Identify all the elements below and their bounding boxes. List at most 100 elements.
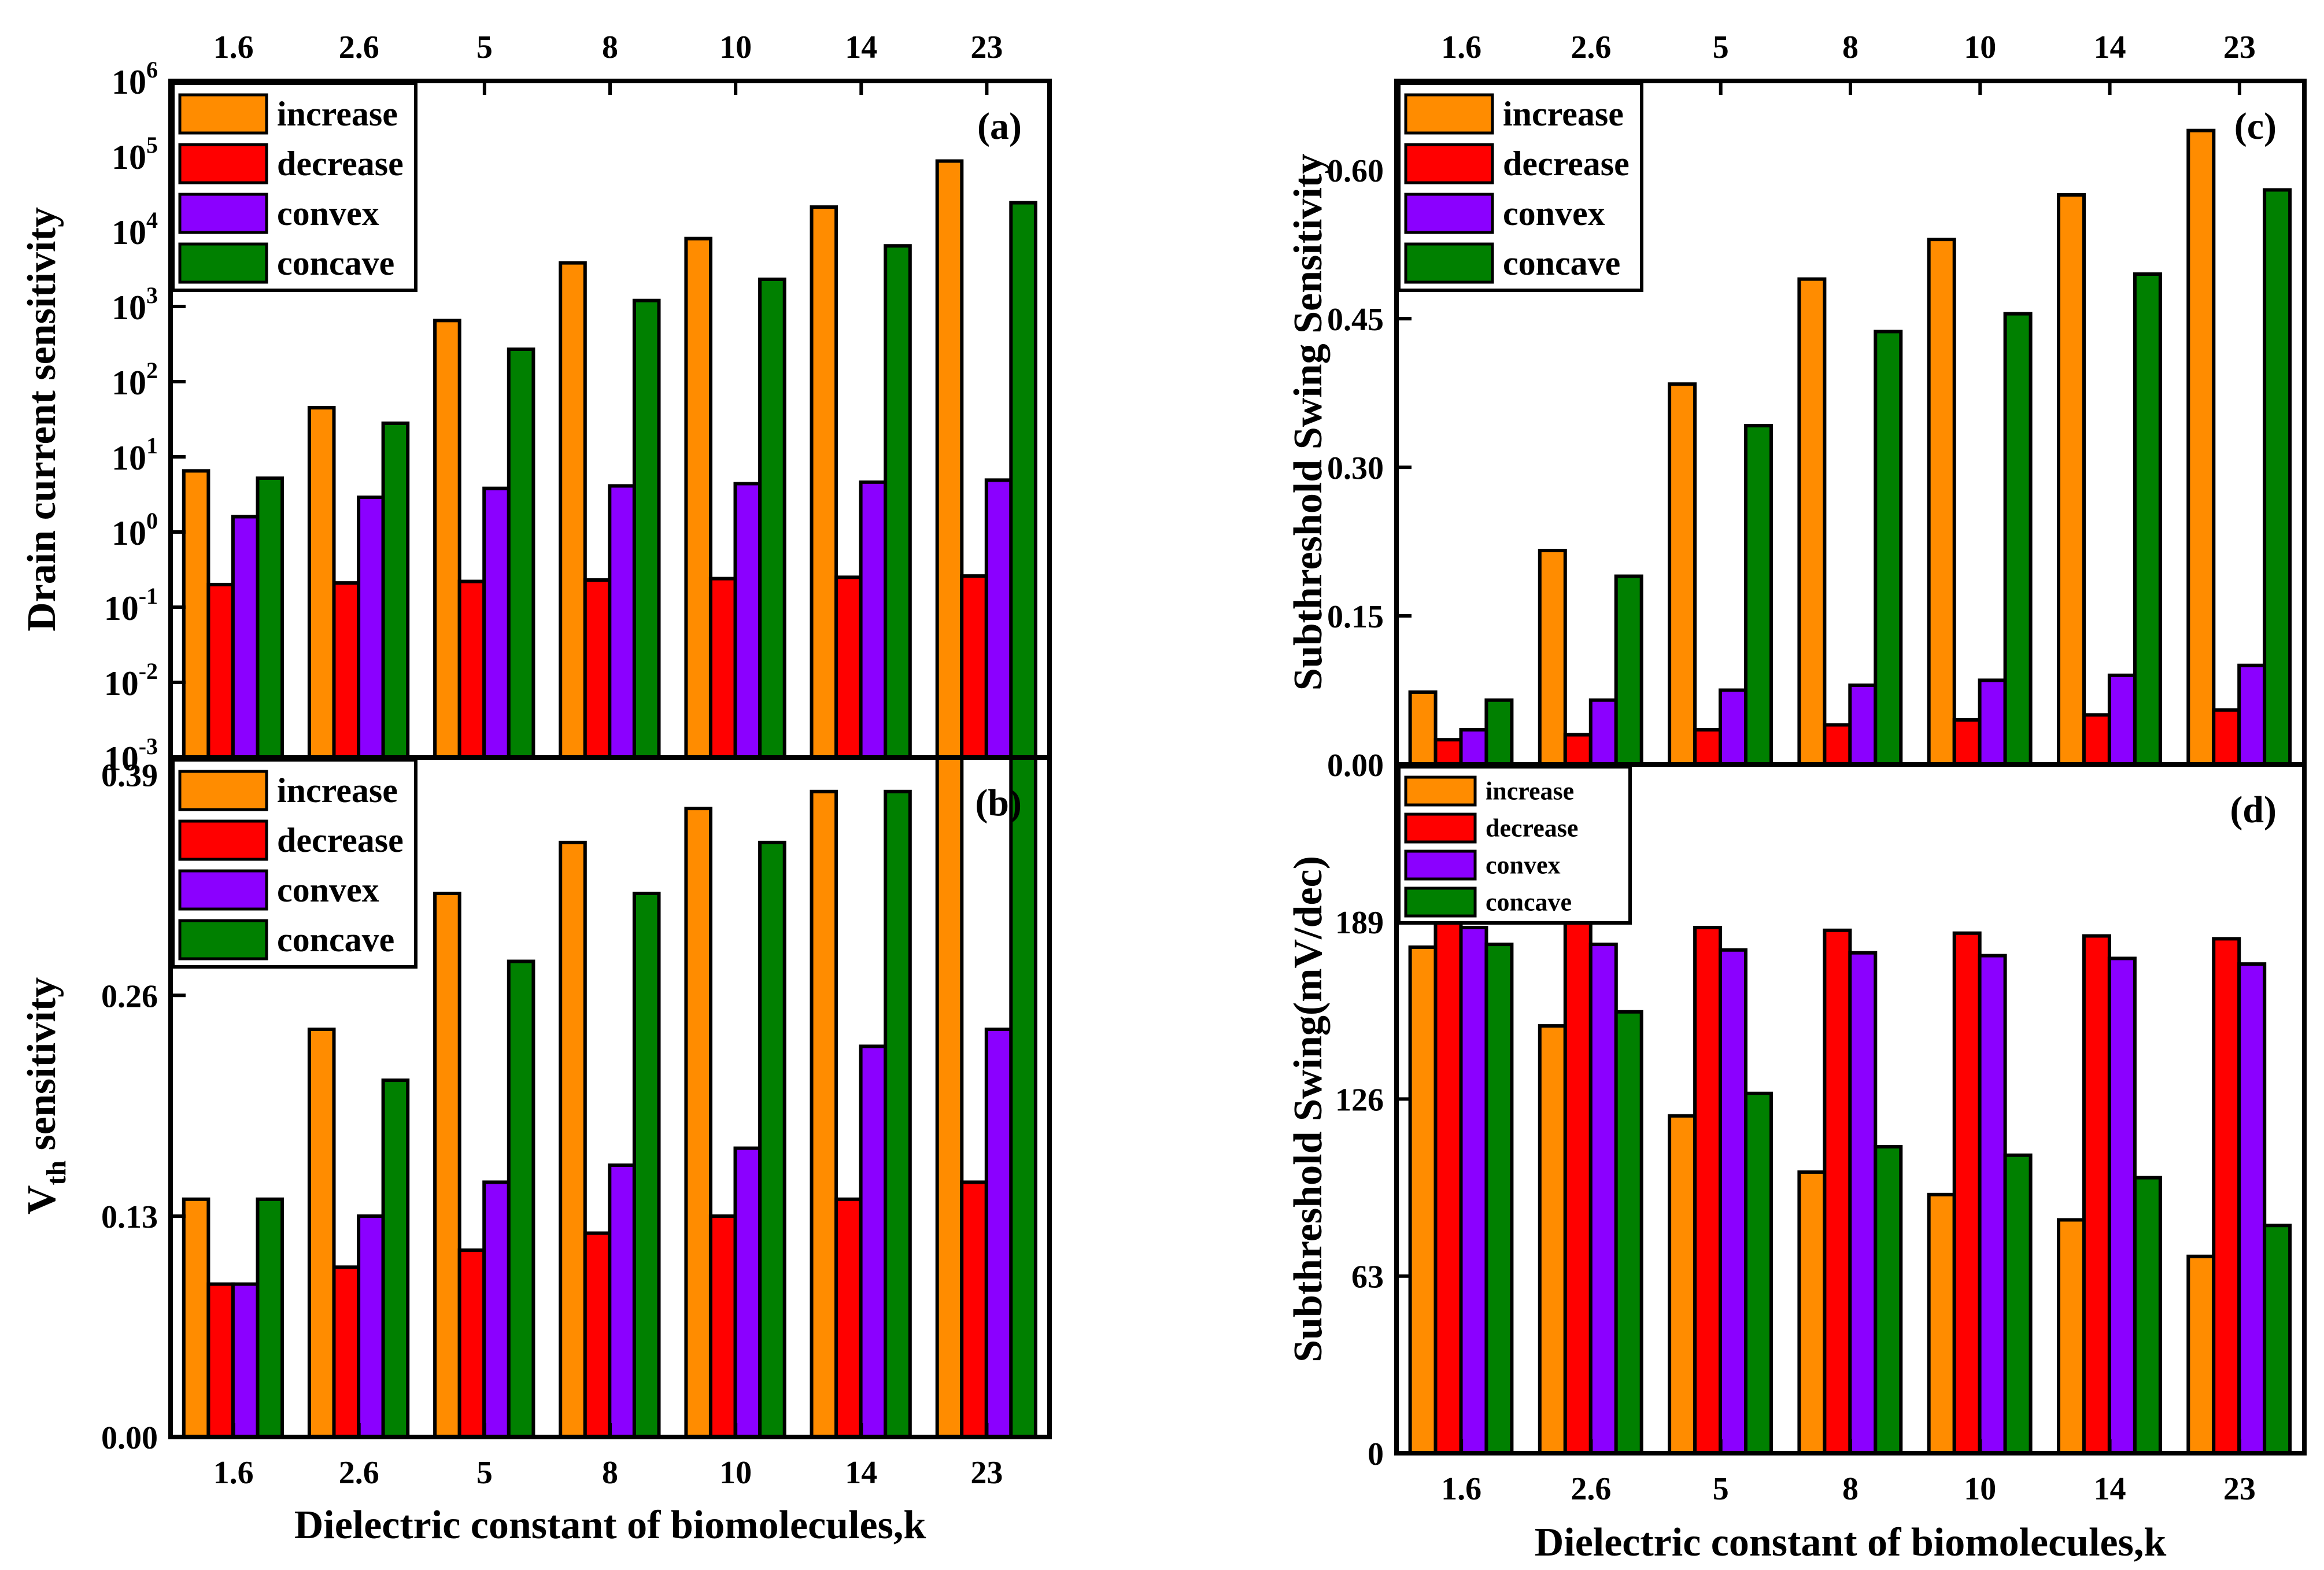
bar-convex [733, 482, 762, 760]
legend-label-concave: concave [1503, 244, 1620, 282]
y-tick-base: 10 [104, 589, 139, 627]
chart-panel-d: 0 63 126 189 1.6 2.6 5 8 10 14 23 Dielectric consta… [1286, 762, 2307, 1565]
y-tick-exponent: 5 [146, 132, 158, 158]
panel-label: (d) [2230, 789, 2277, 831]
legend-label-convex: convex [277, 871, 379, 909]
legend-label-decrease: decrease [1486, 814, 1578, 843]
bar-increase [1668, 1114, 1697, 1455]
x-tick-label: 10 [719, 29, 752, 65]
bar-concave [632, 892, 661, 1439]
bar-concave [2263, 1224, 2292, 1455]
bar-convex [984, 478, 1013, 759]
legend-swatch-decrease [1404, 812, 1477, 844]
y-tick-base: 10 [112, 63, 146, 101]
bar-decrease [708, 1214, 737, 1439]
y-tick-label: 103 [112, 282, 158, 327]
x-tick-label: 1.6 [1441, 29, 1481, 65]
legend-label-increase: increase [1486, 777, 1574, 806]
bar-convex [608, 484, 636, 759]
bar-increase [935, 756, 964, 1439]
bar-increase [2057, 1218, 2086, 1455]
y-tick-base: 10 [112, 364, 146, 402]
legend-label-concave: concave [277, 244, 394, 282]
legend-label-increase: increase [277, 771, 398, 810]
panel-label: (c) [2234, 105, 2277, 147]
bar-concave [758, 840, 786, 1439]
bar-increase [433, 319, 461, 759]
bar-convex [1459, 728, 1488, 766]
bar-concave [381, 421, 410, 759]
bar-convex [482, 1180, 511, 1439]
bar-convex [1978, 678, 2007, 767]
bar-decrease [1952, 931, 1982, 1455]
legend-swatch-concave [1404, 242, 1494, 284]
y-tick-label: 189 [1335, 905, 1384, 941]
legend-label-convex: convex [1503, 194, 1605, 232]
x-tick-label: 10 [1964, 1471, 1996, 1507]
bar-increase [2057, 193, 2086, 766]
x-tick-label: 2.6 [1571, 1471, 1611, 1507]
legend-swatch-decrease [178, 819, 268, 861]
bar-decrease [1563, 920, 1593, 1455]
y-axis-label-rest: sensitivity [20, 977, 64, 1161]
bar-convex [984, 1028, 1013, 1439]
bar-decrease [332, 581, 361, 759]
y-tick-exponent: 2 [146, 357, 158, 383]
legend-swatch-convex [178, 869, 268, 911]
y-tick-label: 0.45 [1327, 302, 1384, 338]
y-tick-base: 10 [112, 439, 146, 477]
bar-convex [733, 1146, 762, 1439]
legend-swatch-convex [1404, 849, 1477, 881]
bar-convex [859, 480, 888, 759]
y-tick-label: 0.30 [1327, 450, 1384, 486]
bar-increase [2186, 128, 2216, 767]
bar-increase [433, 892, 461, 1439]
legend-label-increase: increase [277, 95, 398, 133]
bar-increase [1538, 549, 1567, 766]
bar-convex [231, 515, 260, 759]
bar-concave [1744, 1091, 1773, 1456]
x-tick-label: 1.6 [213, 1455, 254, 1491]
y-axis-label: Subthreshold Swing(mV/dec) [1286, 856, 1331, 1362]
bar-convex [1588, 943, 1618, 1455]
bar-decrease [2212, 937, 2241, 1455]
legend-swatch-concave [1404, 886, 1477, 918]
bar-increase [307, 406, 336, 759]
y-axis-label-subscript: th [41, 1161, 72, 1185]
bar-decrease [1823, 928, 1852, 1456]
x-tick-label: 14 [845, 29, 877, 65]
y-tick-label: 0.00 [1327, 748, 1384, 784]
bar-convex [608, 1163, 636, 1439]
y-tick-exponent: 1 [146, 433, 158, 459]
y-tick-label: 0.26 [101, 978, 158, 1014]
bar-convex [1719, 688, 1747, 766]
y-axis-label-main: Subthreshold Swing Sensitivity [1286, 154, 1331, 690]
bar-increase [182, 1197, 210, 1439]
bar-increase [1797, 1170, 1827, 1456]
x-tick-label: 14 [2094, 29, 2126, 65]
bar-concave [2003, 312, 2033, 766]
legend-label-decrease: decrease [277, 821, 404, 859]
x-axis-label: Dielectric constant of biomolecules,k [1535, 1520, 2167, 1565]
y-tick-label: 105 [112, 132, 158, 176]
bar-increase [810, 205, 838, 760]
y-tick-label: 10-2 [104, 658, 158, 703]
y-tick-label: 126 [1335, 1082, 1384, 1118]
legend-label-concave: concave [277, 921, 394, 959]
bar-increase [1408, 690, 1438, 767]
x-tick-label: 2.6 [1571, 29, 1611, 65]
y-axis-label: Drain current sensitivity [20, 207, 64, 631]
bar-concave [2263, 188, 2292, 766]
bar-decrease [834, 575, 863, 759]
bar-concave [1484, 698, 1514, 766]
x-tick-label: 5 [476, 29, 493, 65]
bar-increase [559, 840, 587, 1439]
y-tick-label: 10-3 [104, 733, 158, 778]
bar-increase [1797, 277, 1827, 767]
x-tick-label: 23 [970, 1455, 1003, 1491]
bar-concave [2133, 272, 2162, 766]
bar-increase [182, 469, 210, 759]
legend-swatch-convex [1404, 193, 1494, 234]
bar-concave [381, 1078, 410, 1439]
bar-concave [1484, 943, 1514, 1455]
